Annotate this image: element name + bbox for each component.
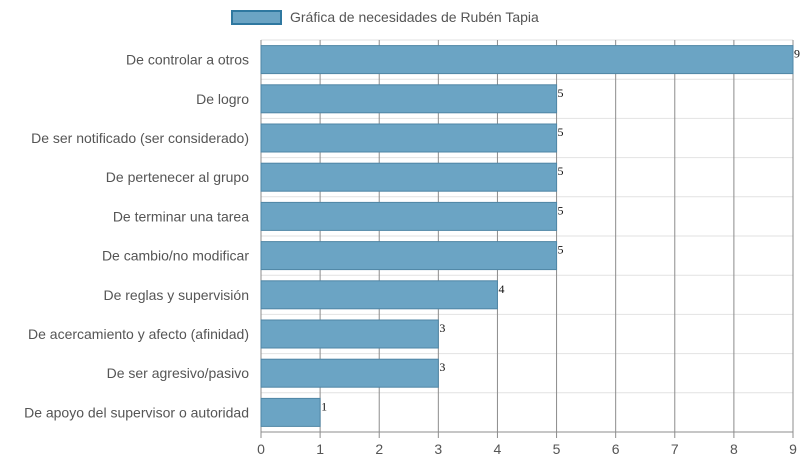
category-label: De ser agresivo/pasivo bbox=[107, 365, 250, 381]
data-label: 3 bbox=[439, 360, 445, 374]
bar bbox=[260, 201, 558, 231]
data-label: 5 bbox=[558, 86, 564, 100]
data-label: 4 bbox=[498, 282, 504, 296]
x-tick-label: 2 bbox=[375, 441, 383, 457]
x-tick-label: 0 bbox=[257, 441, 265, 457]
bar bbox=[260, 280, 498, 310]
category-label: De cambio/no modificar bbox=[102, 248, 249, 264]
bar bbox=[260, 358, 439, 388]
bar bbox=[260, 397, 321, 427]
bar bbox=[260, 123, 558, 153]
data-label: 5 bbox=[558, 243, 564, 257]
legend-label: Gráfica de necesidades de Rubén Tapia bbox=[290, 9, 539, 25]
data-label: 5 bbox=[558, 125, 564, 139]
x-tick-label: 1 bbox=[316, 441, 324, 457]
x-tick-label: 4 bbox=[494, 441, 502, 457]
x-tick-label: 7 bbox=[671, 441, 679, 457]
data-label: 9 bbox=[794, 47, 800, 61]
data-label: 5 bbox=[558, 203, 564, 217]
bar bbox=[260, 45, 794, 75]
x-tick-label: 6 bbox=[612, 441, 620, 457]
x-tick-label: 8 bbox=[730, 441, 738, 457]
legend-swatch bbox=[231, 9, 282, 25]
data-label: 3 bbox=[439, 321, 445, 335]
category-label: De pertenecer al grupo bbox=[106, 169, 249, 185]
x-tick-label: 3 bbox=[434, 441, 442, 457]
legend: Gráfica de necesidades de Rubén Tapia bbox=[231, 9, 539, 25]
category-label: De logro bbox=[196, 91, 249, 107]
data-label: 1 bbox=[321, 399, 327, 413]
category-label: De terminar una tarea bbox=[113, 208, 249, 224]
category-label: De reglas y supervisión bbox=[103, 287, 249, 303]
bar bbox=[260, 84, 558, 114]
data-label: 5 bbox=[558, 164, 564, 178]
category-label: De apoyo del supervisor o autoridad bbox=[24, 404, 249, 420]
category-label: De ser notificado (ser considerado) bbox=[31, 130, 249, 146]
category-label: De acercamiento y afecto (afinidad) bbox=[28, 326, 249, 342]
bar bbox=[260, 162, 558, 192]
bar bbox=[260, 319, 439, 349]
x-tick-label: 5 bbox=[553, 441, 561, 457]
x-tick-label: 9 bbox=[789, 441, 797, 457]
category-label: De controlar a otros bbox=[126, 52, 249, 68]
bar bbox=[260, 241, 558, 271]
